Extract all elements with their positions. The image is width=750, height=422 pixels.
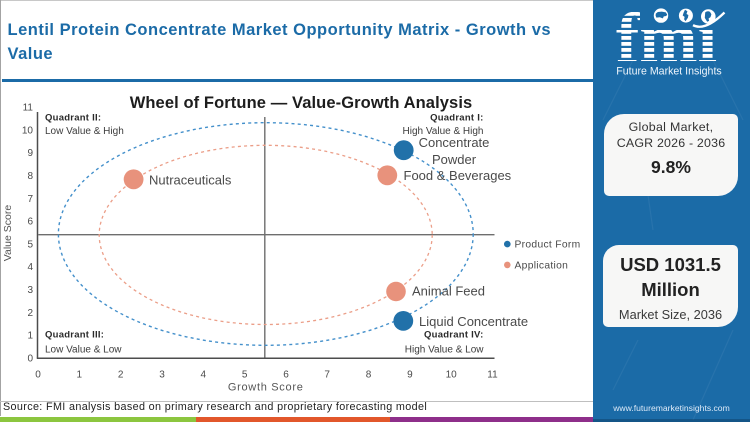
svg-text:0: 0 — [35, 370, 41, 381]
svg-text:Nutraceuticals: Nutraceuticals — [149, 173, 232, 188]
svg-text:7: 7 — [27, 194, 33, 205]
svg-text:Liquid Concentrate: Liquid Concentrate — [419, 314, 528, 329]
svg-text:Application: Application — [515, 260, 569, 271]
svg-text:1: 1 — [27, 331, 33, 342]
svg-text:3: 3 — [27, 285, 33, 296]
svg-text:Low Value & Low: Low Value & Low — [45, 344, 122, 355]
svg-text:Concentrate: Concentrate — [419, 135, 490, 150]
svg-text:Quadrant II:: Quadrant II: — [45, 112, 101, 123]
svg-text:High Value & Low: High Value & Low — [405, 344, 485, 355]
svg-text:0: 0 — [27, 354, 33, 365]
svg-text:Growth Score: Growth Score — [228, 382, 304, 394]
svg-text:10: 10 — [22, 125, 34, 136]
svg-text:11: 11 — [487, 370, 498, 381]
svg-text:High Value & High: High Value & High — [403, 126, 484, 137]
svg-text:3: 3 — [159, 370, 165, 381]
svg-text:2: 2 — [27, 308, 33, 319]
svg-text:6: 6 — [283, 370, 289, 381]
svg-text:Wheel of Fortune — Value-Growt: Wheel of Fortune — Value-Growth Analysis — [130, 94, 473, 112]
svg-text:4: 4 — [201, 370, 207, 381]
svg-text:Future Market Insights: Future Market Insights — [616, 66, 721, 78]
svg-text:10: 10 — [446, 370, 458, 381]
svg-text:Low Value & High: Low Value & High — [45, 126, 124, 137]
svg-text:7: 7 — [324, 370, 330, 381]
svg-text:1: 1 — [77, 370, 83, 381]
svg-text:Animal Feed: Animal Feed — [412, 284, 485, 299]
svg-text:11: 11 — [23, 103, 34, 114]
svg-text:Powder: Powder — [432, 152, 477, 167]
svg-text:2: 2 — [118, 370, 124, 381]
svg-text:9: 9 — [407, 370, 413, 381]
svg-text:Quadrant IV:: Quadrant IV: — [424, 330, 483, 341]
svg-text:Value Score: Value Score — [2, 205, 14, 262]
svg-text:5: 5 — [242, 370, 248, 381]
svg-text:4: 4 — [27, 262, 33, 273]
svg-text:9: 9 — [27, 148, 33, 159]
svg-text:Product Form: Product Form — [515, 240, 581, 251]
svg-text:6: 6 — [27, 217, 33, 228]
svg-text:8: 8 — [27, 171, 33, 182]
svg-text:Quadrant I:: Quadrant I: — [430, 112, 483, 123]
svg-text:Food & Beverages: Food & Beverages — [404, 168, 512, 183]
svg-text:Quadrant III:: Quadrant III: — [45, 330, 104, 341]
svg-text:8: 8 — [366, 370, 372, 381]
svg-text:5: 5 — [27, 239, 33, 250]
